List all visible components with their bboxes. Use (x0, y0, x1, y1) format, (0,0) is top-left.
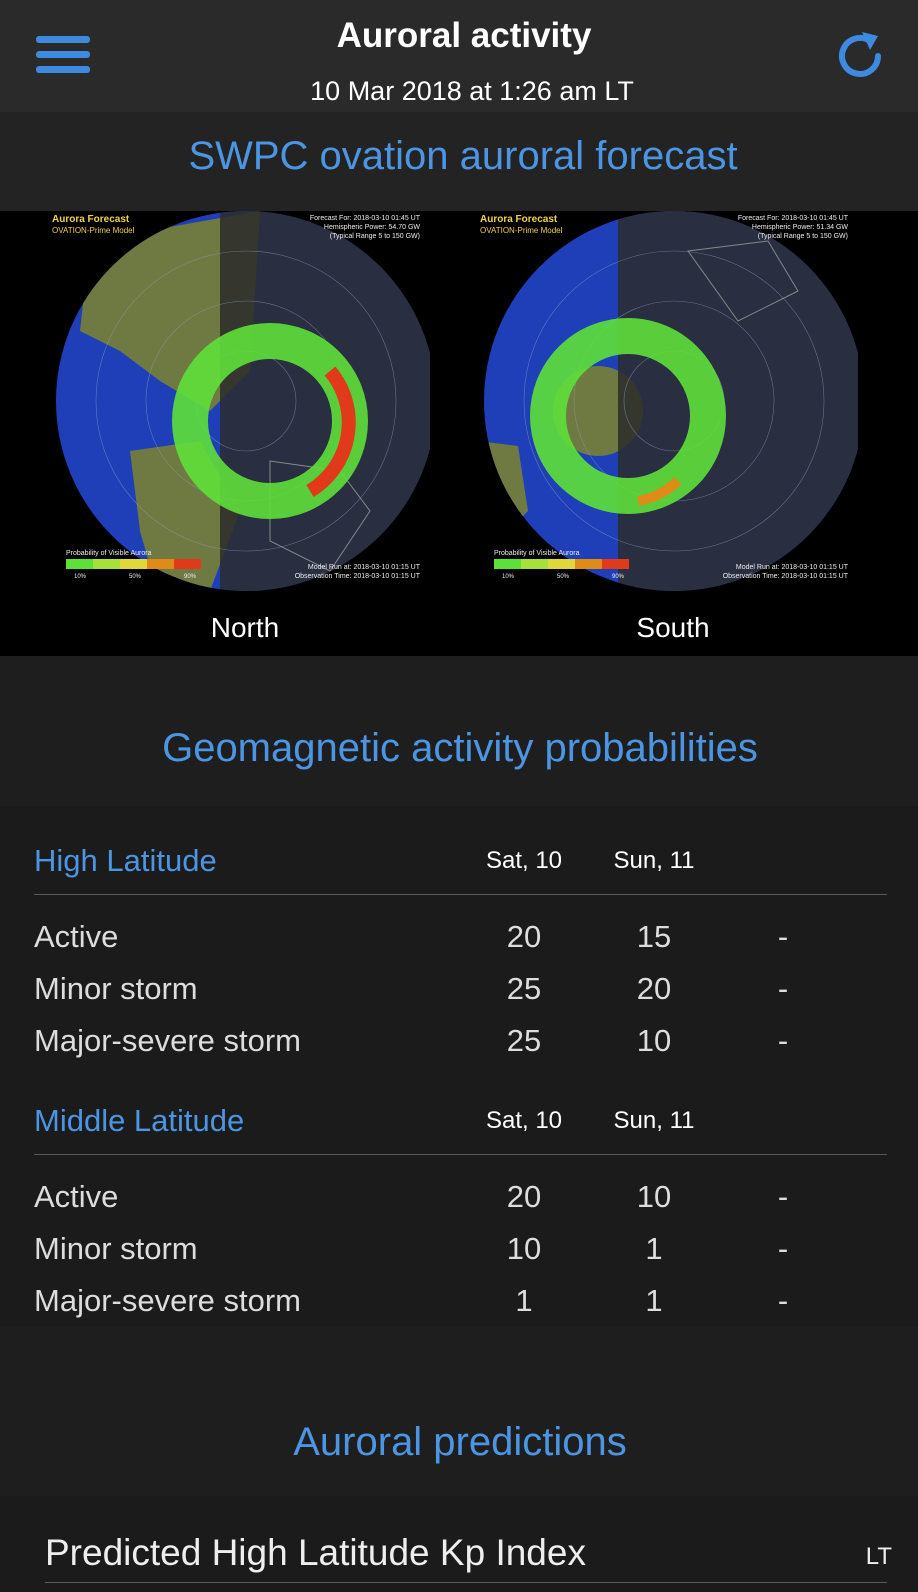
map-shape (636, 477, 682, 506)
row-label: Minor storm (34, 971, 198, 1006)
screen-subtitle: 10 Mar 2018 at 1:26 am LT (310, 76, 634, 106)
map-body (80, 211, 430, 591)
map-model: OVATION-Prime Model (52, 226, 135, 235)
map-label: South (636, 612, 710, 643)
legend-swatch (120, 559, 147, 569)
cell-value: - (777, 1283, 789, 1318)
row-label: Major-severe storm (34, 1023, 301, 1058)
forecast-header (0, 112, 918, 211)
legend-swatch (494, 559, 521, 569)
cell-value: 10 (506, 1231, 542, 1266)
cell-value: 1 (645, 1283, 663, 1318)
column-header: Sat, 10 (485, 1107, 563, 1134)
legend-swatch (147, 559, 174, 569)
legend-tick: 50% (129, 574, 142, 580)
map-title: Aurora Forecast (480, 214, 558, 225)
legend-swatch (521, 559, 548, 569)
cell-value: 1 (645, 1231, 663, 1266)
legend-tick: 50% (557, 574, 570, 580)
prediction-label: Predicted High Latitude Kp Index (45, 1532, 586, 1573)
cell-value: - (777, 1023, 789, 1058)
column-header: Sun, 11 (613, 1107, 695, 1134)
map-shape (306, 366, 356, 497)
legend-tick: 10% (74, 574, 87, 580)
cell-value: 1 (515, 1283, 533, 1318)
row-label: Active (34, 1179, 119, 1214)
map-range: (Typical Range 5 to 150 GW) (330, 233, 420, 240)
map-shape (687, 240, 799, 322)
map-observation: Observation Time: 2018-03-10 01:15 UT (295, 573, 421, 580)
screen-title: Auroral activity (336, 16, 592, 55)
divider (34, 1154, 887, 1155)
map-label: North (210, 612, 280, 643)
cell-value: - (777, 919, 789, 954)
table-panel (0, 806, 918, 1326)
cell-value: 15 (636, 919, 672, 954)
row-label: Minor storm (34, 1231, 198, 1266)
map-shape (95, 250, 397, 552)
map-shape (530, 318, 726, 514)
map-power: Hemispheric Power: 51.34 GW (752, 224, 848, 231)
map-model: OVATION-Prime Model (480, 226, 563, 235)
cell-value: 20 (506, 1179, 542, 1214)
cell-value: 20 (636, 971, 672, 1006)
legend-swatch (602, 559, 629, 569)
legend-tick: 90% (612, 574, 625, 580)
legend-tick: 10% (502, 574, 515, 580)
cell-value: - (777, 1231, 789, 1266)
group-title: Middle Latitude (34, 1103, 245, 1138)
row-label: Major-severe storm (34, 1283, 301, 1318)
group-title: High Latitude (34, 843, 217, 878)
refresh-button[interactable] (832, 26, 892, 86)
legend-swatch (93, 559, 120, 569)
column-header: Sat, 10 (485, 847, 563, 874)
section-title: Geomagnetic activity probabilities (162, 726, 758, 770)
cell-value: 10 (636, 1179, 672, 1214)
prediction-unit: LT (865, 1543, 892, 1570)
nav-bar (0, 0, 918, 112)
map-range: (Typical Range 5 to 150 GW) (758, 233, 848, 240)
legend-swatch (174, 559, 201, 569)
map-title: Aurora Forecast (52, 214, 130, 225)
map-power: Hemispheric Power: 54.70 GW (324, 224, 420, 231)
map-forecast-time: Forecast For: 2018-03-10 01:45 UT (738, 215, 849, 222)
map-model-run: Model Run at: 2018-03-10 01:15 UT (308, 564, 421, 571)
predictions-panel (0, 1496, 918, 1592)
cell-value: - (777, 971, 789, 1006)
legend-tick: 90% (184, 574, 197, 580)
row-label: Active (34, 919, 119, 954)
menu-button[interactable] (36, 34, 90, 76)
column-header: Sun, 11 (613, 847, 695, 874)
legend-swatch (548, 559, 575, 569)
map-model-run: Model Run at: 2018-03-10 01:15 UT (736, 564, 849, 571)
section-title: Auroral predictions (293, 1420, 627, 1464)
map-observation: Observation Time: 2018-03-10 01:15 UT (723, 573, 849, 580)
legend-swatch (66, 559, 93, 569)
map-forecast-time: Forecast For: 2018-03-10 01:45 UT (310, 215, 421, 222)
map-legend-title: Probability of Visible Aurora (494, 550, 580, 557)
map-shape (523, 250, 825, 552)
cell-value: 25 (506, 1023, 542, 1058)
section-title: SWPC ovation auroral forecast (188, 134, 738, 178)
map-shape (618, 211, 858, 591)
cell-value: - (777, 1179, 789, 1214)
cell-value: 10 (636, 1023, 672, 1058)
cell-value: 20 (506, 919, 542, 954)
divider (34, 894, 887, 895)
map-legend-title: Probability of Visible Aurora (66, 550, 152, 557)
divider (45, 1582, 887, 1583)
legend-swatch (575, 559, 602, 569)
cell-value: 25 (506, 971, 542, 1006)
